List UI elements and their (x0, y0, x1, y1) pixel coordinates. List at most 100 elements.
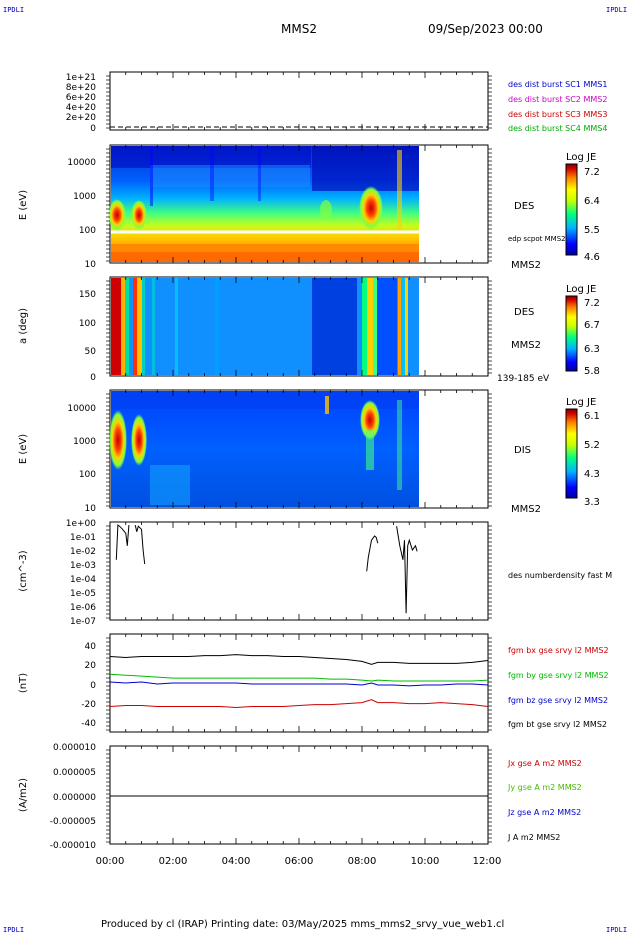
hot-spot (131, 200, 147, 230)
p2-sc: MMS2 (511, 260, 541, 271)
series-line (109, 681, 489, 687)
p4-cbar-tick: 6.1 (584, 411, 600, 422)
p6-ytick: 20 (85, 661, 97, 671)
panel-des-energy: 10000 1000 100 10 E (eV) DES edp scpot M… (18, 144, 600, 271)
p7-ytick: 0.000010 (53, 743, 96, 753)
p2-species: DES (514, 201, 534, 212)
p3-sc: MMS2 (511, 340, 541, 351)
p2-cbar-tick: 6.4 (584, 196, 600, 207)
p5-ytick: 1e-05 (70, 589, 96, 599)
legend-bx: fgm bx gse srvy l2 MMS2 (508, 646, 609, 655)
p1-ytick: 6e+20 (66, 93, 97, 103)
p4-ytick: 10000 (67, 404, 96, 414)
x-tick: 04:00 (222, 856, 251, 867)
legend-bz: fgm bz gse srvy l2 MMS2 (508, 696, 608, 705)
legend-by: fgm by gse srvy l2 MMS2 (508, 671, 609, 680)
legend-mms2: des dist burst SC2 MMS2 (508, 95, 607, 104)
p2-overlay: edp scpot MMS2 (508, 235, 566, 243)
p3-ytick: 100 (79, 319, 96, 329)
p3-cbar-title: Log JE (566, 284, 596, 295)
p5-legend: des numberdensity fast M (508, 571, 612, 580)
p4-cbar-tick: 5.2 (584, 440, 600, 451)
p4-cbar-tick: 3.3 (584, 497, 600, 508)
p4-ytick: 1000 (73, 437, 96, 447)
p2-ytick: 10000 (67, 158, 96, 168)
p2-colorbar (565, 163, 578, 256)
p7-ylabel: (A/m2) (18, 778, 29, 812)
ipdli-tl: IPDLI (3, 6, 25, 14)
p4-sc: MMS2 (511, 504, 541, 515)
p2-cbar-tick: 5.5 (584, 225, 600, 236)
p6-ytick: 0 (90, 681, 96, 691)
p5-ytick: 1e-03 (70, 561, 96, 571)
p6-ylabel: (nT) (18, 673, 29, 693)
density-line (115, 524, 130, 560)
legend-mms1: des dist burst SC1 MMS1 (508, 80, 607, 89)
p5-ytick: 1e+00 (66, 519, 97, 529)
x-tick: 06:00 (285, 856, 314, 867)
p1-ytick: 0 (90, 124, 96, 134)
panel-des-pitch: 150 100 50 0 a (deg) DES MMS2 139-185 eV… (18, 276, 600, 384)
panel-density: 1e+00 1e-01 1e-02 1e-03 1e-04 1e-05 1e-0… (18, 519, 612, 627)
page-title: MMS2 (281, 22, 317, 36)
p5-ytick: 1e-07 (70, 617, 96, 627)
p6-ytick: 40 (85, 642, 97, 652)
p3-cbar-tick: 7.2 (584, 298, 600, 309)
p2-ytick: 10 (85, 260, 97, 270)
p3-range: 139-185 eV (497, 374, 550, 384)
x-tick: 12:00 (473, 856, 502, 867)
panel-bfield: 40 20 0 -20 -40 (nT) fgm bx gse srvy l2 … (18, 633, 609, 733)
series-line (109, 699, 489, 709)
p3-colorbar (565, 295, 578, 372)
density-line (134, 524, 146, 565)
p6-ytick: -40 (81, 719, 96, 729)
ion-hot-spot (109, 410, 127, 470)
series-line (109, 654, 489, 665)
x-tick: 10:00 (411, 856, 440, 867)
footer-credits: Produced by cl (IRAP) Printing date: 03/… (101, 919, 505, 930)
p3-ytick: 50 (85, 347, 97, 357)
p7-ytick: -0.000010 (50, 841, 96, 851)
p3-ylabel: a (deg) (18, 308, 29, 344)
hot-spot (108, 199, 126, 231)
p2-ytick: 100 (79, 226, 96, 236)
x-tick: 02:00 (159, 856, 188, 867)
p3-ytick: 150 (79, 290, 96, 300)
p4-ylabel: E (eV) (18, 434, 29, 464)
p1-ytick: 1e+21 (66, 73, 96, 83)
p2-cbar-title: Log JE (566, 152, 596, 163)
p4-ytick: 10 (85, 504, 97, 514)
p3-ytick: 0 (90, 373, 96, 383)
ipdli-br: IPDLI (606, 926, 628, 934)
density-line (366, 535, 379, 572)
p5-ytick: 1e-04 (70, 575, 96, 585)
p5-ytick: 1e-01 (70, 533, 96, 543)
legend-jz: Jz gse A m2 MMS2 (507, 808, 581, 817)
ipdli-bl: IPDLI (3, 926, 25, 934)
x-tick: 00:00 (96, 856, 125, 867)
p2-cbar-tick: 7.2 (584, 167, 600, 178)
legend-jy: Jy gse A m2 MMS2 (507, 783, 582, 792)
p3-cbar-tick: 5.8 (584, 366, 600, 377)
p2-ylabel: E (eV) (18, 190, 29, 220)
panel-burst: 1e+21 8e+20 6e+20 4e+20 2e+20 0 des dist… (66, 71, 607, 134)
ipdli-tr: IPDLI (606, 6, 628, 14)
p6-ytick: -20 (81, 700, 96, 710)
p2-ytick: 1000 (73, 192, 96, 202)
p3-cbar-tick: 6.3 (584, 344, 600, 355)
legend-mms3: des dist burst SC3 MMS3 (508, 110, 607, 119)
p3-cbar-tick: 6.7 (584, 320, 600, 331)
panel-current: 0.000010 0.000005 0.000000 -0.000005 -0.… (18, 743, 582, 851)
x-axis: 00:00 02:00 04:00 06:00 08:00 10:00 12:0… (96, 856, 502, 867)
density-line (396, 526, 418, 614)
p5-ytick: 1e-06 (70, 603, 96, 613)
p2-cbar-tick: 4.6 (584, 252, 600, 263)
x-tick: 08:00 (348, 856, 377, 867)
p4-species: DIS (514, 445, 531, 456)
p7-ytick: 0.000005 (53, 768, 96, 778)
ion-hot-spot (131, 414, 147, 466)
p4-cbar-title: Log JE (566, 397, 596, 408)
legend-jx: Jx gse A m2 MMS2 (507, 759, 582, 768)
p4-cbar-tick: 4.3 (584, 469, 600, 480)
